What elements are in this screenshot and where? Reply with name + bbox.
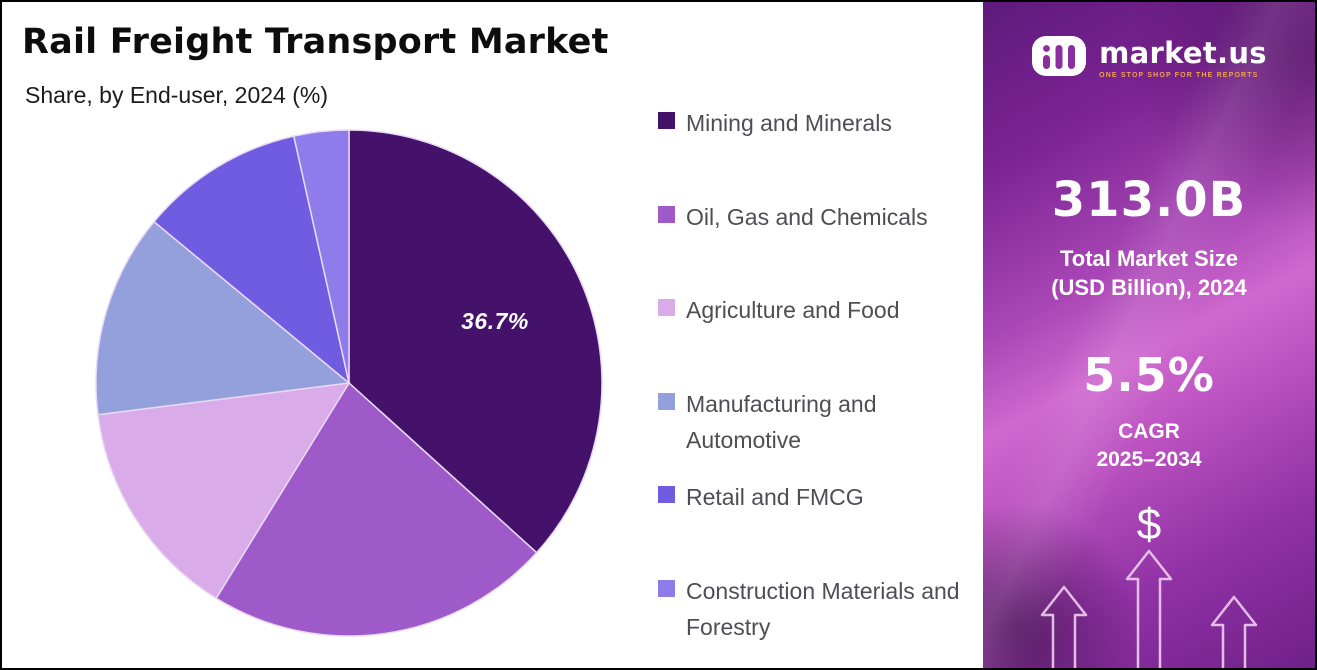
legend-swatch [658, 486, 675, 503]
pie-slice-2 [97, 382, 351, 600]
pie-slice-1 [215, 381, 538, 637]
chart-area: Rail Freight Transport Market Share, by … [2, 2, 983, 668]
page-title: Rail Freight Transport Market [22, 22, 609, 62]
market-size-label-line1: Total Market Size [1059, 246, 1239, 271]
pie-chart: 36.7% [88, 122, 610, 644]
legend-item: Manufacturing and Automotive [658, 386, 976, 480]
cagr-label-line1: CAGR [1118, 420, 1180, 443]
cagr-value: 5.5% [1083, 348, 1215, 402]
dollar-icon: $ [1136, 500, 1162, 549]
marketus-logo-icon [1031, 32, 1087, 85]
market-size-value: 313.0B [1051, 172, 1247, 228]
legend-item: Retail and FMCG [658, 479, 976, 573]
pie-chart-svg [95, 129, 603, 637]
legend-swatch [658, 579, 675, 597]
pie-slice-3 [95, 220, 351, 416]
legend-item: Oil, Gas and Chemicals [658, 199, 976, 293]
legend-label: Agriculture and Food [686, 297, 900, 323]
page-subtitle: Share, by End-user, 2024 (%) [25, 82, 328, 108]
legend-swatch [658, 392, 675, 410]
brand-text-block: market.us ONE STOP SHOP FOR THE REPORTS [1099, 35, 1267, 79]
pie-slice-5 [292, 129, 350, 384]
market-size-label: Total Market Size (USD Billion), 2024 [983, 244, 1315, 302]
pie-slice-4 [153, 135, 351, 385]
brand-panel: market.us ONE STOP SHOP FOR THE REPORTS … [983, 2, 1315, 668]
brand-logo: market.us ONE STOP SHOP FOR THE REPORTS [983, 32, 1315, 85]
legend-swatch [658, 112, 675, 129]
brand-tagline: ONE STOP SHOP FOR THE REPORTS [1099, 71, 1259, 79]
growth-arrows-icon [1014, 549, 1284, 668]
legend-label: Retail and FMCG [686, 484, 864, 510]
legend-item: Agriculture and Food [658, 292, 976, 386]
cagr-label-line2: 2025–2034 [1096, 447, 1202, 471]
cagr-label: CAGR 2025–2034 [983, 418, 1315, 473]
legend-swatch [658, 299, 675, 316]
legend-label: Manufacturing and Automotive [686, 390, 877, 454]
brand-name: market.us [1099, 35, 1267, 70]
pie-annotation: 36.7% [461, 308, 529, 334]
legend-item: Construction Materials and Forestry [658, 573, 976, 667]
legend-item: Mining and Minerals [658, 105, 976, 199]
legend-label: Oil, Gas and Chemicals [686, 203, 928, 230]
pie-slice-0 [348, 129, 603, 554]
legend-label: Mining and Minerals [686, 110, 892, 136]
legend: Mining and Minerals Oil, Gas and Chemical… [658, 105, 976, 666]
market-size-label-line2: (USD Billion), 2024 [1051, 275, 1247, 301]
legend-label: Construction Materials and Forestry [686, 577, 960, 641]
legend-swatch [658, 205, 675, 223]
